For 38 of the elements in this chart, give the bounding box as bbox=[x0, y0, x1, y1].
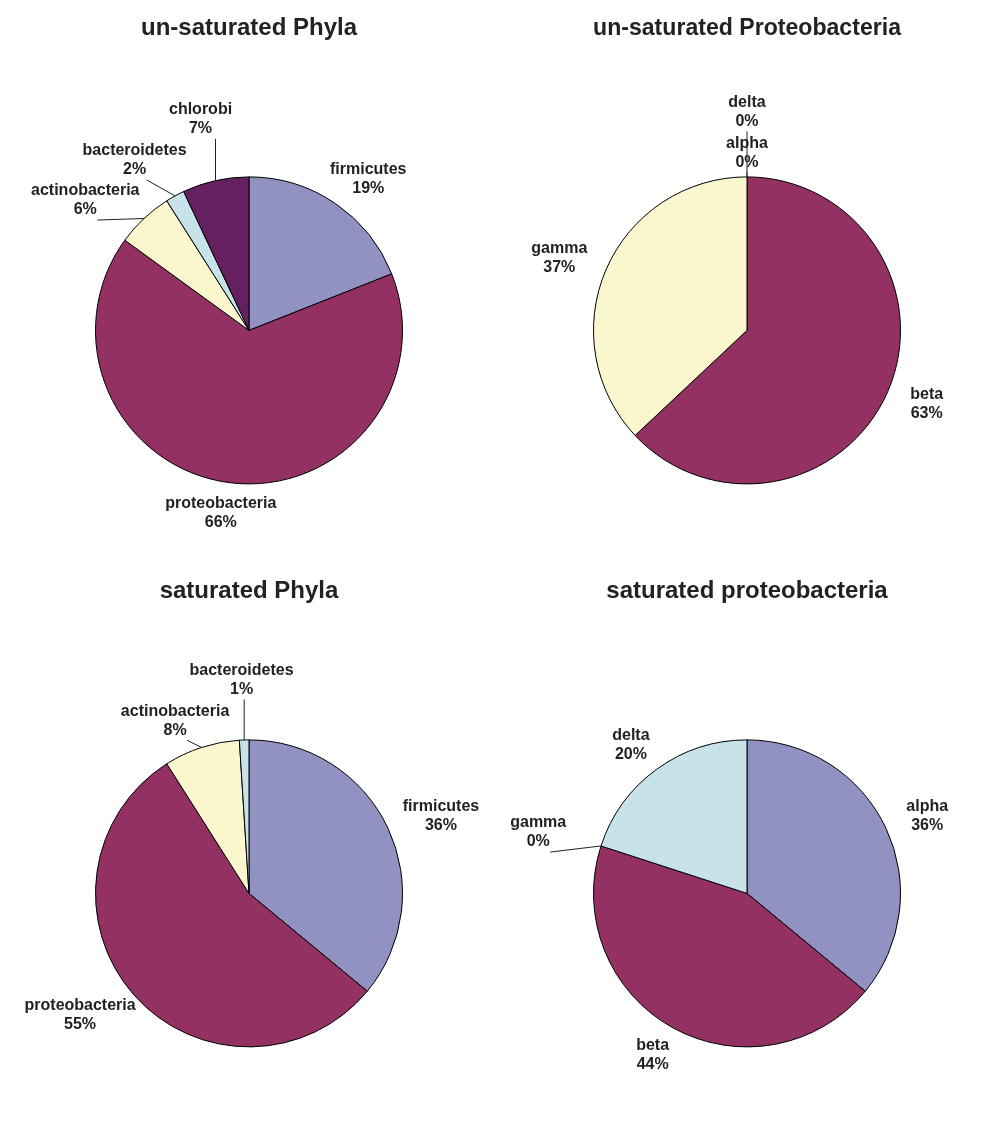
slice-label: bacteroidetes bbox=[189, 660, 294, 678]
text: 0% bbox=[735, 152, 759, 170]
data-label: 63% bbox=[910, 403, 943, 421]
data-label: 55% bbox=[64, 1015, 97, 1033]
data-label: 8% bbox=[163, 720, 187, 738]
category-label: gamma bbox=[510, 813, 567, 831]
text: 0% bbox=[735, 111, 759, 129]
data-label: 6% bbox=[73, 200, 97, 218]
slice-label: firmicutes bbox=[402, 796, 480, 814]
text: 0% bbox=[526, 832, 550, 850]
data-label: 36% bbox=[911, 815, 944, 833]
data-label: 66% bbox=[204, 512, 237, 530]
category-label: delta bbox=[728, 92, 766, 110]
slice-label: delta bbox=[612, 726, 650, 744]
chart-title: saturated Phyla bbox=[159, 576, 340, 604]
data-label: 7% bbox=[188, 119, 213, 137]
slice-label: proteobacteria bbox=[24, 996, 136, 1014]
data-label: 44% bbox=[636, 1054, 669, 1072]
chart-title: un-saturated Proteobacteria bbox=[593, 13, 902, 41]
data-label: 20% bbox=[614, 745, 647, 763]
slice-label: actinobacteria bbox=[31, 181, 140, 199]
data-label: 37% bbox=[543, 257, 576, 275]
data-label: 2% bbox=[123, 160, 147, 178]
slice-label: firmicutes bbox=[330, 160, 407, 178]
category-label: alpha bbox=[726, 133, 768, 151]
slice-label: beta bbox=[910, 384, 944, 402]
data-label: 36% bbox=[424, 815, 457, 833]
slice-label: beta bbox=[636, 1035, 670, 1053]
slice-label: bacteroidetes bbox=[82, 141, 187, 159]
slice-label: proteobacteria bbox=[165, 493, 277, 511]
slice-label: chlorobi bbox=[168, 100, 233, 118]
slice-label: actinobacteria bbox=[120, 701, 230, 719]
slice-label: alpha bbox=[906, 796, 949, 814]
data-label: 1% bbox=[229, 679, 254, 697]
slice-label: gamma bbox=[531, 238, 588, 256]
chart-title: saturated proteobacteria bbox=[606, 576, 889, 604]
chart-title: un-saturated Phyla bbox=[140, 13, 358, 41]
data-label: 19% bbox=[352, 179, 385, 197]
